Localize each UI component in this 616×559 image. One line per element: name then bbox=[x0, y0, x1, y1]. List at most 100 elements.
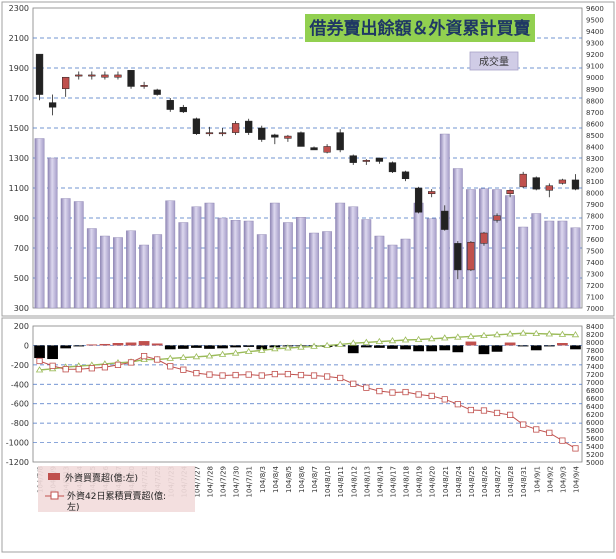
x-tick-label: 104/8/17 bbox=[389, 466, 397, 497]
volume-bar bbox=[282, 222, 293, 309]
candle-up bbox=[114, 74, 122, 78]
index-marker bbox=[506, 330, 514, 337]
cumulative-marker bbox=[533, 426, 540, 433]
x-tick-label: 104/8/12 bbox=[350, 466, 358, 497]
top-left-tick-label: 700 bbox=[14, 244, 29, 253]
top-left-tick-label: 300 bbox=[14, 304, 29, 313]
candle-up bbox=[545, 185, 553, 191]
net-bar bbox=[177, 345, 189, 349]
cumulative-marker bbox=[154, 356, 161, 363]
candle-down bbox=[375, 157, 384, 162]
cumulative-marker bbox=[36, 357, 43, 365]
index-marker bbox=[493, 331, 501, 338]
net-bar bbox=[151, 343, 163, 346]
volume-bar bbox=[230, 220, 241, 309]
volume-bar bbox=[505, 195, 516, 309]
cumulative-marker bbox=[363, 384, 370, 391]
candle-up bbox=[284, 135, 292, 139]
net-bar bbox=[426, 345, 438, 352]
net-bar bbox=[439, 345, 451, 351]
cumulative-marker bbox=[415, 391, 422, 398]
bottom-right-tick-label: 8000 bbox=[586, 339, 604, 347]
candle-up bbox=[480, 232, 488, 244]
index-marker bbox=[362, 338, 371, 345]
index-marker bbox=[467, 332, 475, 339]
top-left-tick-label: 1500 bbox=[9, 124, 29, 133]
cumulative-marker bbox=[310, 372, 318, 379]
x-tick-label: 104/8/27 bbox=[494, 466, 502, 497]
cumulative-marker bbox=[480, 407, 488, 414]
volume-bar bbox=[518, 226, 529, 309]
x-tick-label: 104/8/14 bbox=[376, 465, 384, 497]
candle-down bbox=[127, 70, 135, 87]
net-bar bbox=[517, 345, 529, 347]
volume-bar bbox=[570, 227, 581, 309]
volume-bar bbox=[126, 230, 136, 309]
x-tick-label: 104/7/31 bbox=[246, 466, 254, 497]
volume-bar bbox=[361, 219, 372, 309]
volume-bar bbox=[296, 217, 306, 309]
candle-down bbox=[401, 171, 410, 180]
top-right-tick-label: 9400 bbox=[586, 28, 604, 36]
volume-bar bbox=[60, 198, 71, 309]
cumulative-marker bbox=[206, 371, 213, 378]
bottom-left-tick-label: -1200 bbox=[6, 458, 29, 467]
index-marker bbox=[323, 341, 331, 349]
net-bar bbox=[478, 345, 490, 355]
index-marker bbox=[244, 347, 253, 355]
top-panel-frame bbox=[1, 1, 615, 317]
cumulative-marker bbox=[389, 389, 396, 396]
candle-down bbox=[192, 118, 201, 135]
cumulative-marker bbox=[127, 359, 135, 366]
volume-bar bbox=[86, 228, 97, 309]
top-left-tick-label: 1300 bbox=[9, 154, 29, 163]
net-bar bbox=[243, 345, 255, 347]
bottom-left-tick-label: 200 bbox=[14, 322, 29, 331]
bottom-right-tick-label: 8200 bbox=[586, 331, 604, 339]
net-bar bbox=[504, 342, 516, 346]
candle-down bbox=[271, 134, 279, 138]
cumulative-marker bbox=[402, 388, 409, 396]
top-right-tick-label: 9200 bbox=[586, 51, 604, 59]
cumulative-marker bbox=[141, 353, 148, 360]
x-tick-label: 104/7/28 bbox=[206, 466, 214, 497]
candle-up bbox=[506, 190, 514, 195]
legend-cum-label-2: 左) bbox=[67, 501, 80, 513]
index-marker bbox=[558, 330, 567, 337]
candle-up bbox=[231, 123, 240, 133]
volume-bar bbox=[557, 220, 568, 309]
index-marker bbox=[284, 344, 292, 351]
volume-bar bbox=[413, 202, 424, 309]
net-bar bbox=[191, 345, 202, 348]
candle-down bbox=[349, 155, 357, 163]
net-bar bbox=[465, 341, 477, 346]
candle-down bbox=[454, 243, 462, 271]
bottom-right-tick-label: 7800 bbox=[586, 347, 604, 355]
net-bar bbox=[413, 345, 424, 352]
cumulative-marker bbox=[520, 421, 527, 428]
volume-bar bbox=[73, 201, 84, 309]
cumulative-marker bbox=[49, 362, 56, 369]
candle-up bbox=[519, 173, 527, 188]
index-marker bbox=[349, 339, 357, 346]
x-tick-label: 104/9/4 bbox=[572, 465, 580, 493]
cumulative-marker bbox=[428, 392, 435, 400]
volume-bar bbox=[165, 200, 176, 309]
x-tick-label: 104/7/29 bbox=[220, 466, 228, 497]
index-marker bbox=[414, 335, 423, 343]
x-tick-label: 104/8/7 bbox=[311, 466, 319, 493]
volume-bar bbox=[269, 202, 280, 309]
index-marker bbox=[545, 330, 554, 337]
cumulative-marker bbox=[88, 365, 95, 372]
bottom-right-tick-label: 5000 bbox=[586, 459, 604, 467]
top-left-tick-label: 1900 bbox=[9, 64, 29, 73]
bottom-panel-frame bbox=[1, 317, 615, 553]
x-tick-label: 104/7/30 bbox=[233, 466, 241, 497]
net-bar bbox=[125, 342, 137, 346]
bottom-right-axis: 5000520054005600580060006200640066006800… bbox=[586, 323, 604, 467]
volume-bar bbox=[152, 234, 163, 309]
candle-down bbox=[153, 89, 161, 95]
net-bar bbox=[112, 343, 124, 346]
net-bar bbox=[452, 345, 464, 353]
candle-up bbox=[75, 74, 83, 77]
